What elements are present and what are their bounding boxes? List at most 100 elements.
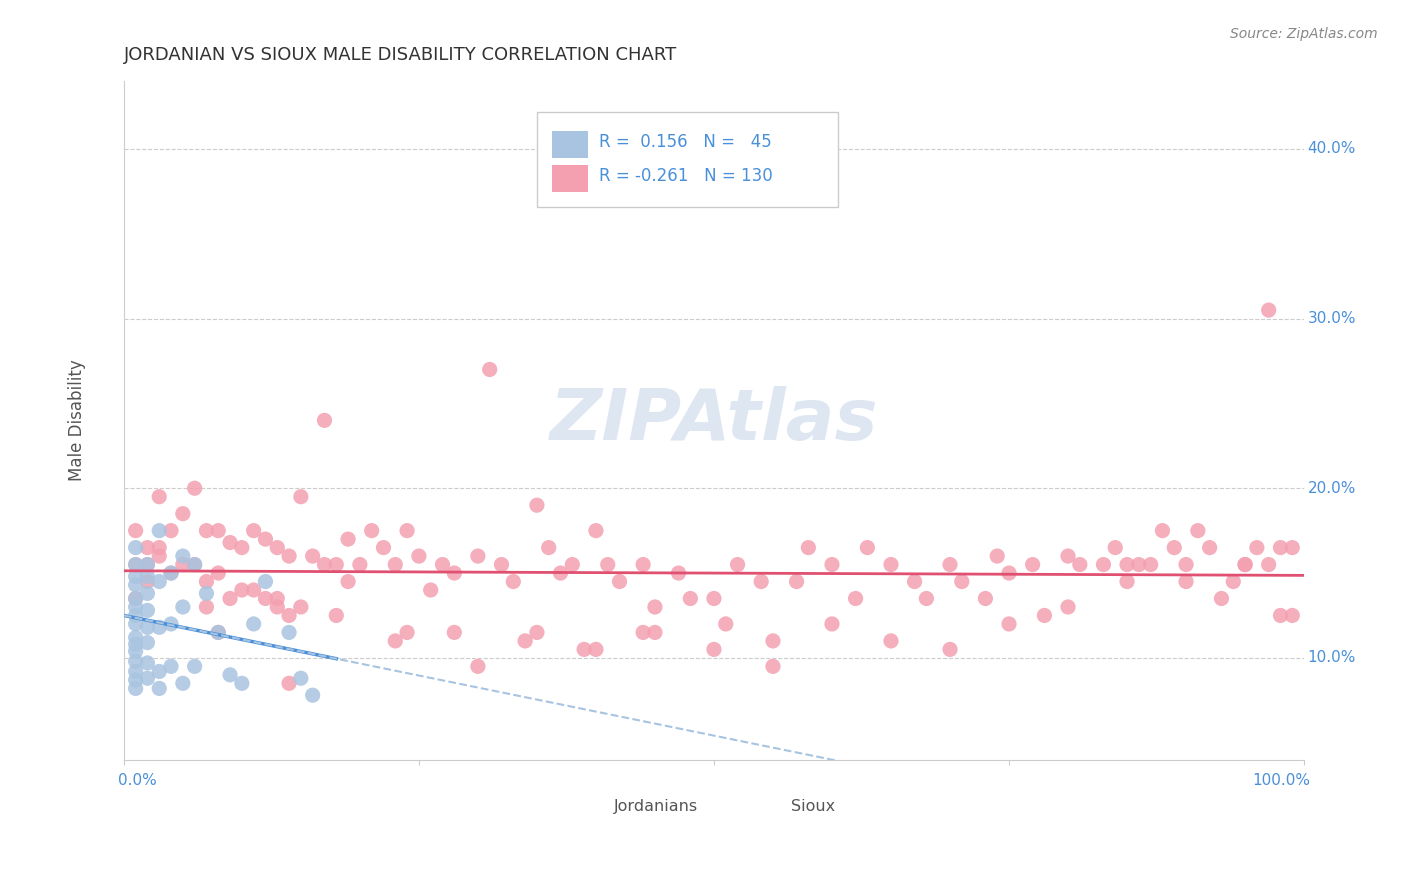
Point	[148, 541, 170, 555]
Point	[1104, 541, 1126, 555]
Text: Jordanians: Jordanians	[613, 799, 697, 814]
Point	[596, 558, 619, 572]
Point	[337, 574, 360, 589]
Point	[314, 558, 336, 572]
Point	[502, 574, 524, 589]
Point	[1175, 558, 1198, 572]
Point	[939, 558, 962, 572]
Text: R =  0.156   N =   45: R = 0.156 N = 45	[599, 133, 772, 151]
Point	[550, 566, 572, 580]
Point	[136, 620, 159, 634]
Point	[762, 634, 785, 648]
Point	[183, 659, 205, 673]
Text: 10.0%: 10.0%	[1308, 650, 1355, 665]
FancyBboxPatch shape	[553, 130, 588, 158]
Point	[266, 591, 288, 606]
Point	[172, 599, 194, 614]
Point	[136, 603, 159, 617]
Point	[124, 637, 146, 651]
Point	[1187, 524, 1209, 538]
Point	[242, 582, 264, 597]
Point	[160, 566, 183, 580]
Text: 20.0%: 20.0%	[1308, 481, 1355, 496]
Point	[242, 616, 264, 631]
Point	[572, 642, 595, 657]
Point	[478, 362, 501, 376]
Point	[1152, 524, 1174, 538]
Text: ZIPAtlas: ZIPAtlas	[550, 386, 879, 455]
Point	[136, 558, 159, 572]
Point	[219, 668, 242, 682]
Point	[136, 586, 159, 600]
Point	[1116, 574, 1139, 589]
FancyBboxPatch shape	[553, 164, 588, 192]
Point	[124, 578, 146, 592]
Point	[124, 631, 146, 645]
Point	[124, 654, 146, 668]
Point	[207, 625, 229, 640]
Text: Sioux: Sioux	[790, 799, 835, 814]
Point	[148, 665, 170, 679]
Point	[124, 591, 146, 606]
Point	[585, 524, 607, 538]
Point	[845, 591, 868, 606]
Point	[1211, 591, 1233, 606]
Point	[183, 558, 205, 572]
FancyBboxPatch shape	[537, 112, 838, 207]
Point	[290, 599, 312, 614]
Point	[148, 620, 170, 634]
Point	[160, 616, 183, 631]
Point	[278, 676, 301, 690]
Point	[1281, 608, 1303, 623]
Point	[231, 676, 253, 690]
Point	[1033, 608, 1056, 623]
Point	[124, 608, 146, 623]
Point	[124, 591, 146, 606]
Point	[172, 549, 194, 563]
Point	[727, 558, 749, 572]
Point	[124, 599, 146, 614]
Text: 100.0%: 100.0%	[1251, 773, 1310, 789]
Text: 0.0%: 0.0%	[118, 773, 156, 789]
Point	[314, 413, 336, 427]
Point	[939, 642, 962, 657]
Point	[432, 558, 454, 572]
Point	[124, 681, 146, 696]
Point	[172, 558, 194, 572]
Point	[609, 574, 631, 589]
Point	[136, 569, 159, 583]
Point	[1257, 558, 1279, 572]
Point	[124, 569, 146, 583]
Point	[160, 524, 183, 538]
Point	[136, 574, 159, 589]
Point	[278, 625, 301, 640]
Point	[396, 524, 419, 538]
Point	[148, 490, 170, 504]
Text: R = -0.261   N = 130: R = -0.261 N = 130	[599, 167, 773, 185]
Point	[631, 625, 654, 640]
Point	[1246, 541, 1268, 555]
Text: 40.0%: 40.0%	[1308, 142, 1355, 156]
Point	[384, 558, 406, 572]
Point	[786, 574, 808, 589]
Point	[513, 634, 536, 648]
Point	[301, 688, 323, 702]
Point	[301, 549, 323, 563]
Point	[124, 665, 146, 679]
Point	[349, 558, 371, 572]
Point	[396, 625, 419, 640]
Point	[148, 574, 170, 589]
Point	[266, 541, 288, 555]
Point	[974, 591, 997, 606]
Point	[124, 558, 146, 572]
Text: Male Disability: Male Disability	[67, 359, 86, 482]
Point	[278, 549, 301, 563]
Point	[443, 625, 465, 640]
Point	[1222, 574, 1244, 589]
Point	[491, 558, 513, 572]
Point	[124, 524, 146, 538]
Point	[254, 591, 277, 606]
Point	[703, 591, 725, 606]
Point	[148, 549, 170, 563]
Point	[195, 524, 218, 538]
